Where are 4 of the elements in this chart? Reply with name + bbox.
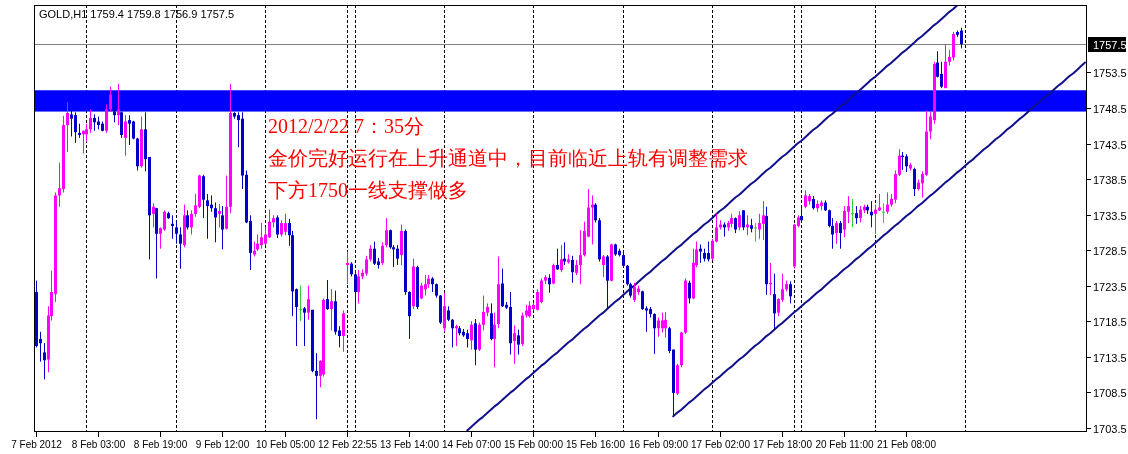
annotation: 2012/2/22 7：35分 <box>268 115 425 137</box>
annotation: 金价完好运行在上升通道中，目前临近上轨有调整需求 <box>268 147 748 169</box>
title: GOLD,H1 1759.4 1759.8 1756.9 1757.5 <box>39 8 235 20</box>
annotation: 下方1750一线支撑做多 <box>268 179 468 201</box>
